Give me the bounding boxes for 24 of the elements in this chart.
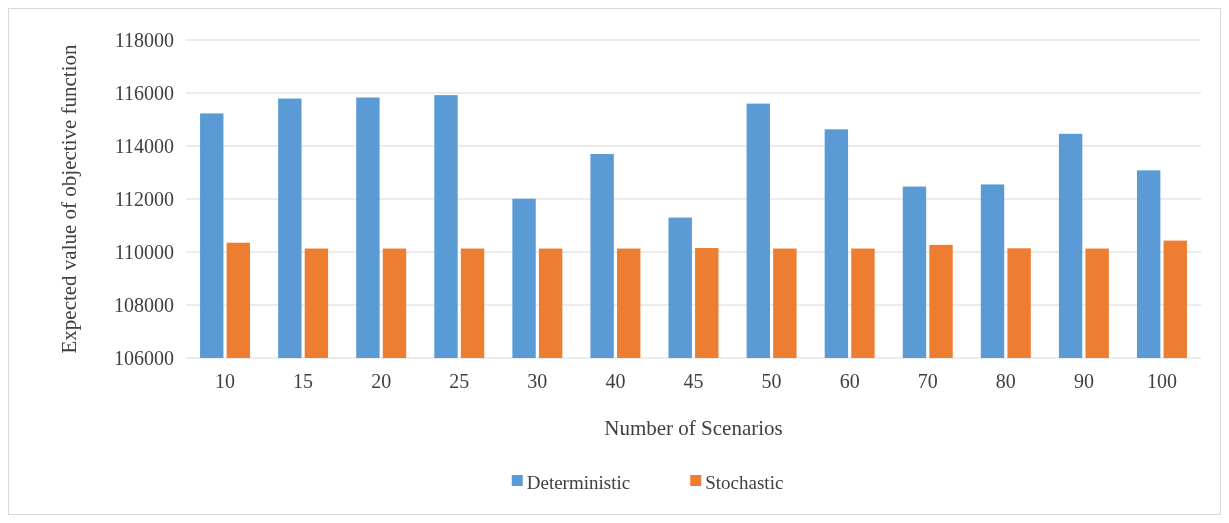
x-tick-label: 45 — [683, 370, 704, 392]
x-tick-label: 60 — [839, 370, 860, 392]
x-tick-label: 25 — [449, 370, 470, 392]
y-tick-label: 116000 — [114, 82, 174, 104]
x-axis-title: Number of Scenarios — [604, 416, 783, 440]
x-tick-label: 80 — [995, 370, 1016, 392]
y-tick-label: 110000 — [114, 241, 174, 263]
x-tick-label: 90 — [1073, 370, 1094, 392]
y-axis-title: Expected value of objective function — [57, 43, 81, 354]
y-tick-label: 108000 — [114, 294, 174, 316]
x-tick-label: 10 — [215, 370, 236, 392]
x-tick-label: 20 — [371, 370, 392, 392]
legend-label: Stochastic — [705, 471, 784, 493]
x-tick-label: 50 — [761, 370, 782, 392]
legend-label: Deterministic — [526, 471, 631, 493]
y-tick-label: 106000 — [114, 347, 174, 369]
x-tick-label: 15 — [293, 370, 314, 392]
x-tick-label: 70 — [917, 370, 938, 392]
y-tick-label: 112000 — [114, 188, 174, 210]
y-tick-label: 114000 — [114, 135, 174, 157]
x-tick-label: 100 — [1146, 370, 1177, 392]
x-tick-label: 40 — [605, 370, 626, 392]
x-tick-label: 30 — [527, 370, 548, 392]
y-tick-label: 118000 — [114, 29, 174, 51]
